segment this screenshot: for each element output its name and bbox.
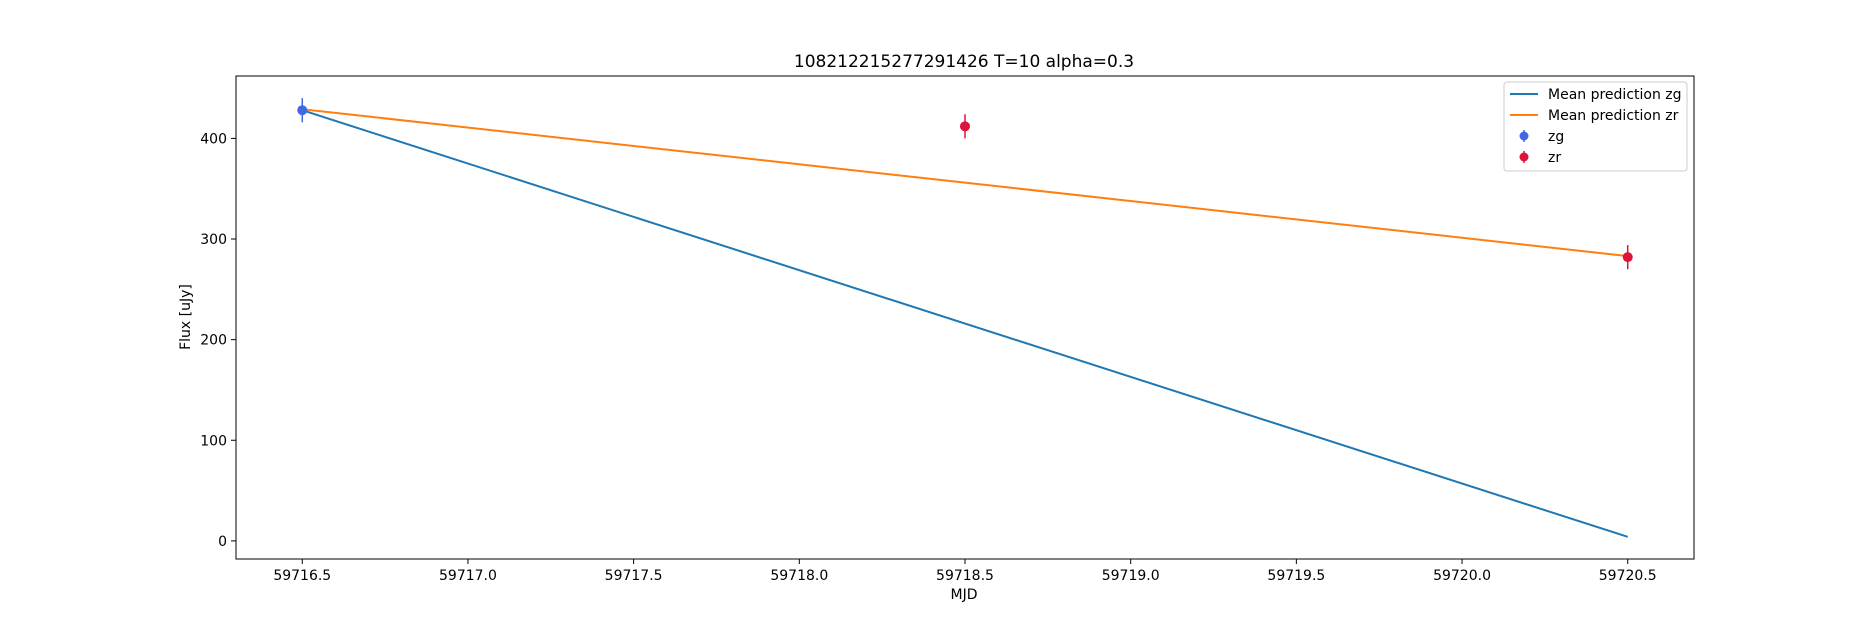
legend-swatch-zg-marker: [1519, 131, 1529, 141]
legend-frame: [1503, 81, 1688, 172]
y-tick-label: 200: [200, 333, 227, 349]
legend-label-zr-line: Mean prediction zr: [1548, 108, 1679, 124]
plot-area: [297, 98, 1633, 538]
series-line-zg: [301, 109, 1629, 538]
plot-frame: [235, 75, 1695, 560]
y-tick-label: 100: [200, 433, 227, 449]
x-tick-label: 59717.5: [605, 568, 663, 584]
legend-label-zr-points: zr: [1548, 150, 1561, 166]
y-axis-label: Flux [uJy]: [178, 284, 194, 350]
data-point-zr: [1622, 252, 1633, 263]
x-tick-label: 59720.0: [1433, 568, 1491, 584]
x-tick-label: 59718.5: [936, 568, 994, 584]
x-tick-label: 59719.5: [1267, 568, 1325, 584]
series-line-zr: [302, 108, 1628, 258]
y-tick-label: 300: [200, 232, 227, 248]
legend-swatch-zr-marker: [1519, 152, 1529, 162]
y-tick-label: 0: [218, 534, 227, 550]
y-axis: 0 100 200 300 400: [200, 131, 236, 550]
legend-label-zg-line: Mean prediction zg: [1548, 87, 1682, 103]
x-tick-label: 59719.0: [1102, 568, 1160, 584]
data-point-zg: [297, 105, 308, 116]
x-axis: 59716.5 59717.0 59717.5 59718.0 59718.5 59719…: [273, 559, 1657, 584]
legend-label-zg-points: zg: [1548, 129, 1564, 145]
chart-title: 108212215277291426 T=10 alpha=0.3: [794, 52, 1134, 72]
x-tick-label: 59718.0: [770, 568, 828, 584]
data-point-zr: [960, 121, 970, 132]
x-tick-label: 59720.5: [1599, 568, 1657, 584]
x-tick-label: 59717.0: [439, 568, 497, 584]
y-tick-label: 400: [200, 131, 227, 147]
x-axis-label: MJD: [951, 587, 978, 603]
x-tick-label: 59716.5: [273, 568, 331, 584]
legend: Mean prediction zg Mean prediction zr zg…: [1503, 81, 1688, 172]
